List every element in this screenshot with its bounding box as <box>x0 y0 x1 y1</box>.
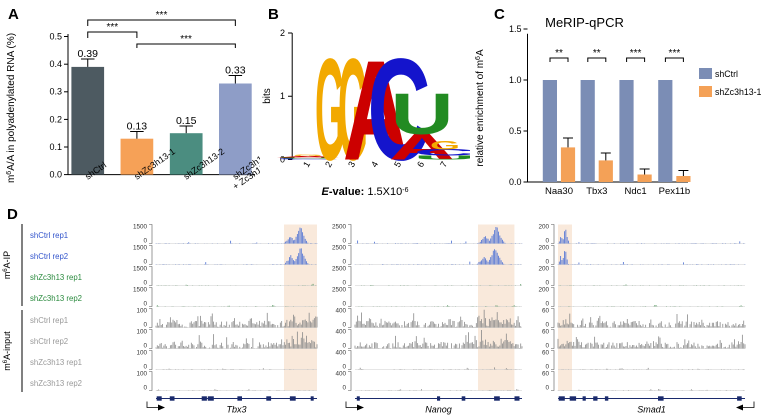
svg-text:1500: 1500 <box>133 287 148 294</box>
svg-text:1500: 1500 <box>133 266 148 273</box>
svg-text:0: 0 <box>545 259 549 266</box>
svg-text:200: 200 <box>538 266 549 273</box>
svg-text:0: 0 <box>342 280 346 287</box>
svg-text:shZc3h13 rep2: shZc3h13 rep2 <box>30 379 82 388</box>
svg-text:400: 400 <box>335 329 346 336</box>
svg-text:0: 0 <box>545 322 549 329</box>
svg-text:0: 0 <box>143 301 147 308</box>
svg-text:Tbx3: Tbx3 <box>226 405 246 415</box>
svg-text:shZc3h13 rep1: shZc3h13 rep1 <box>30 358 82 367</box>
svg-text:0: 0 <box>342 259 346 266</box>
svg-text:0: 0 <box>342 364 346 371</box>
svg-text:1: 1 <box>301 160 312 169</box>
svg-text:0.3: 0.3 <box>49 87 62 97</box>
svg-text:0: 0 <box>545 385 549 392</box>
svg-text:relative enrichment of m6A: relative enrichment of m6A <box>475 49 487 167</box>
svg-text:0.0: 0.0 <box>49 170 62 180</box>
svg-text:60: 60 <box>542 308 550 315</box>
svg-text:G: G <box>430 139 460 152</box>
svg-text:shZc3h13-1: shZc3h13-1 <box>715 87 762 97</box>
svg-text:0: 0 <box>143 259 147 266</box>
svg-text:400: 400 <box>335 308 346 315</box>
svg-text:1500: 1500 <box>133 245 148 252</box>
svg-text:400: 400 <box>335 371 346 378</box>
svg-text:U: U <box>390 81 453 146</box>
svg-text:100: 100 <box>136 329 147 336</box>
svg-text:60: 60 <box>542 350 550 357</box>
svg-text:200: 200 <box>538 287 549 294</box>
svg-text:200: 200 <box>538 224 549 231</box>
svg-text:0.39: 0.39 <box>78 48 99 60</box>
svg-text:0: 0 <box>545 364 549 371</box>
svg-text:100: 100 <box>136 350 147 357</box>
svg-text:***: *** <box>669 48 681 59</box>
svg-text:***: *** <box>156 10 168 21</box>
svg-text:0: 0 <box>545 343 549 350</box>
svg-text:0: 0 <box>342 301 346 308</box>
svg-text:0: 0 <box>143 385 147 392</box>
svg-text:100: 100 <box>136 308 147 315</box>
svg-text:1500: 1500 <box>133 224 148 231</box>
svg-text:0: 0 <box>143 343 147 350</box>
svg-text:**: ** <box>555 48 563 59</box>
svg-text:Pex11b: Pex11b <box>659 186 691 197</box>
svg-text:0.0: 0.0 <box>509 177 522 187</box>
svg-text:shCtrl rep1: shCtrl rep1 <box>30 316 68 325</box>
svg-text:shCtrl rep2: shCtrl rep2 <box>30 252 68 261</box>
svg-text:1.0: 1.0 <box>509 75 522 85</box>
svg-text:0: 0 <box>342 343 346 350</box>
svg-text:Tbx3: Tbx3 <box>586 186 607 197</box>
svg-text:MeRIP-qPCR: MeRIP-qPCR <box>545 15 624 30</box>
svg-text:E-value: 1.5X10-6: E-value: 1.5X10-6 <box>322 186 409 198</box>
svg-text:Ndc1: Ndc1 <box>625 186 647 197</box>
svg-text:0: 0 <box>545 238 549 245</box>
svg-text:Naa30: Naa30 <box>545 186 573 197</box>
svg-text:***: *** <box>630 48 642 59</box>
svg-text:2500: 2500 <box>332 266 347 273</box>
svg-text:60: 60 <box>542 329 550 336</box>
svg-text:shCtrl rep2: shCtrl rep2 <box>30 337 68 346</box>
svg-text:***: *** <box>106 22 118 33</box>
svg-text:0.33: 0.33 <box>225 65 246 77</box>
svg-text:0.4: 0.4 <box>49 59 62 69</box>
svg-text:2500: 2500 <box>332 245 347 252</box>
svg-text:200: 200 <box>538 245 549 252</box>
svg-text:Smad1: Smad1 <box>637 405 666 415</box>
svg-text:m6A-IP: m6A-IP <box>2 251 12 279</box>
svg-text:0: 0 <box>545 301 549 308</box>
svg-text:0: 0 <box>342 322 346 329</box>
svg-text:shCtrl rep1: shCtrl rep1 <box>30 231 68 240</box>
svg-text:shZc3h13 rep1: shZc3h13 rep1 <box>30 273 82 282</box>
svg-text:0: 0 <box>143 238 147 245</box>
svg-text:m6A-input: m6A-input <box>2 331 12 371</box>
svg-text:***: *** <box>180 34 192 45</box>
svg-text:0.5: 0.5 <box>509 126 522 136</box>
svg-text:1.5: 1.5 <box>509 24 522 34</box>
svg-text:0.2: 0.2 <box>49 114 62 124</box>
svg-text:shZc3h13 rep2: shZc3h13 rep2 <box>30 294 82 303</box>
svg-text:0.5: 0.5 <box>49 31 62 41</box>
svg-text:0: 0 <box>342 385 346 392</box>
svg-text:2500: 2500 <box>332 224 347 231</box>
svg-text:2: 2 <box>280 28 285 38</box>
svg-text:0: 0 <box>143 364 147 371</box>
svg-text:0: 0 <box>143 280 147 287</box>
svg-text:400: 400 <box>335 350 346 357</box>
svg-text:bits: bits <box>262 88 273 104</box>
svg-text:0: 0 <box>545 280 549 287</box>
svg-text:0.1: 0.1 <box>49 142 62 152</box>
svg-text:2500: 2500 <box>332 287 347 294</box>
svg-text:**: ** <box>593 48 601 59</box>
svg-text:1: 1 <box>280 91 285 101</box>
svg-text:0.15: 0.15 <box>176 115 197 127</box>
svg-text:m6A/A in polyadenylated RNA (%: m6A/A in polyadenylated RNA (%) <box>6 33 18 183</box>
svg-text:0: 0 <box>342 238 346 245</box>
svg-text:0.13: 0.13 <box>127 121 148 133</box>
svg-text:0: 0 <box>143 322 147 329</box>
svg-text:shCtrl: shCtrl <box>715 69 738 79</box>
svg-text:60: 60 <box>542 371 550 378</box>
svg-text:100: 100 <box>136 371 147 378</box>
svg-text:Nanog: Nanog <box>425 405 452 415</box>
